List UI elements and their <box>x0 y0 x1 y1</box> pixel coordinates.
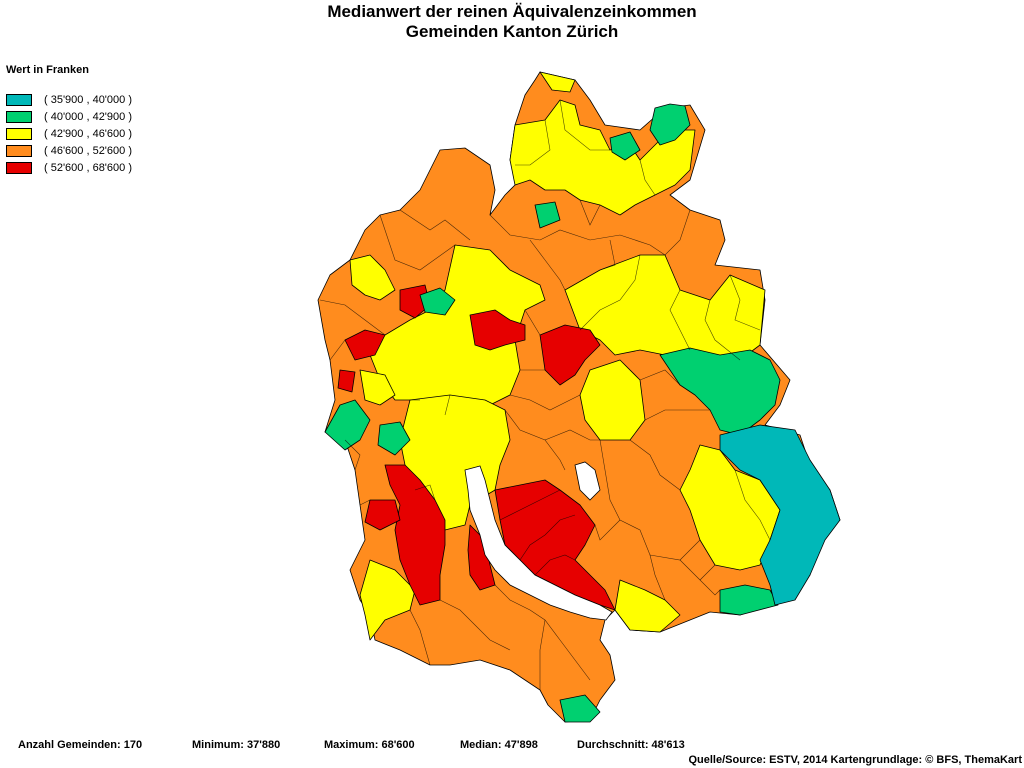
legend-swatch-3 <box>6 128 32 140</box>
region-nw-yellow <box>349 254 396 301</box>
border-line <box>409 609 431 666</box>
border-line <box>729 274 761 331</box>
region-north-yellow <box>509 99 696 216</box>
border-line <box>499 489 561 521</box>
legend-swatch-2 <box>6 111 32 123</box>
legend-label-4: ( 46'600 , 52'600 ) <box>44 145 132 157</box>
border-line <box>664 209 691 256</box>
border-line <box>344 439 361 471</box>
region-south-green-2 <box>559 694 601 723</box>
region-oberland-yellow <box>679 444 781 571</box>
stat-mean: Durchschnitt: 48'613 <box>577 739 685 751</box>
source-note: Quelle/Source: ESTV, 2014 Kartengrundlag… <box>688 754 1022 766</box>
border-line <box>734 469 771 541</box>
region-north-tip-yellow <box>539 71 576 93</box>
legend-heading: Wert in Franken <box>6 64 89 76</box>
border-line <box>319 299 386 336</box>
region-south-green-1 <box>719 584 779 616</box>
border-line <box>379 214 456 271</box>
border-line <box>489 214 666 256</box>
border-line <box>559 99 610 151</box>
legend-label-1: ( 35'900 , 40'000 ) <box>44 94 132 106</box>
legend-swatch-1 <box>6 94 32 106</box>
border-line <box>519 514 576 561</box>
border-line <box>629 439 681 491</box>
border-line <box>439 599 511 651</box>
map-title-line-2: Gemeinden Kanton Zürich <box>405 22 619 41</box>
border-line <box>644 409 710 421</box>
border-line <box>444 394 451 416</box>
legend-label-3: ( 42'900 , 46'600 ) <box>44 128 132 140</box>
border-line <box>669 289 691 351</box>
lake-greifensee <box>574 461 601 501</box>
lakes <box>464 461 613 621</box>
border-line <box>414 484 436 501</box>
municipality-borders <box>319 99 771 690</box>
border-line <box>639 159 656 196</box>
border-line <box>509 394 581 411</box>
legend-label-5: ( 52'600 , 68'600 ) <box>44 162 132 174</box>
border-line <box>399 209 471 241</box>
stat-count: Anzahl Gemeinden: 170 <box>18 739 143 751</box>
region-west-red-3 <box>337 369 356 393</box>
region-se-yellow <box>614 579 681 633</box>
region-west-green-3 <box>377 421 411 456</box>
border-line <box>639 369 681 386</box>
region-north-green-3 <box>534 201 561 229</box>
region-limmat-yellow <box>359 369 396 406</box>
border-line <box>599 239 616 271</box>
border-line <box>329 339 346 361</box>
region-west-red-1 <box>399 284 431 319</box>
border-line <box>534 554 576 576</box>
region-sw-red <box>364 499 401 531</box>
border-line <box>699 564 716 581</box>
border-line <box>539 619 546 690</box>
border-line <box>359 499 371 506</box>
border-line <box>679 559 721 596</box>
border-line <box>599 439 666 601</box>
region-north-green-1 <box>649 103 691 146</box>
region-west-red-2 <box>344 329 386 361</box>
stat-median: Median: 47'898 <box>460 739 538 751</box>
stat-minimum: Minimum: 37'880 <box>192 739 281 751</box>
stat-maximum: Maximum: 68'600 <box>324 739 415 751</box>
border-line <box>515 119 551 166</box>
border-line <box>544 429 600 441</box>
border-line <box>594 519 621 541</box>
map-title-line-1: Medianwert der reinen Äquivalenzeinkomme… <box>327 2 697 21</box>
border-line <box>579 199 601 226</box>
border-line <box>524 309 541 336</box>
region-sw-yellow <box>359 559 416 641</box>
legend-swatch-5 <box>6 162 32 174</box>
legend-swatch-4 <box>6 145 32 157</box>
border-line <box>704 299 741 361</box>
region-west-green-2 <box>324 399 371 451</box>
border-line <box>579 254 641 331</box>
border-line <box>529 239 566 291</box>
legend-label-2: ( 40'000 , 42'900 ) <box>44 111 132 123</box>
region-north-red-2 <box>539 324 601 386</box>
region-north-green-2 <box>609 131 641 161</box>
region-east-green <box>659 347 781 436</box>
lake-zurichsee <box>464 465 613 621</box>
municipality-regions <box>317 71 841 723</box>
region-west-green-1 <box>419 287 456 316</box>
region-north-red-1 <box>469 309 526 351</box>
region-oberland-teal <box>719 424 841 606</box>
